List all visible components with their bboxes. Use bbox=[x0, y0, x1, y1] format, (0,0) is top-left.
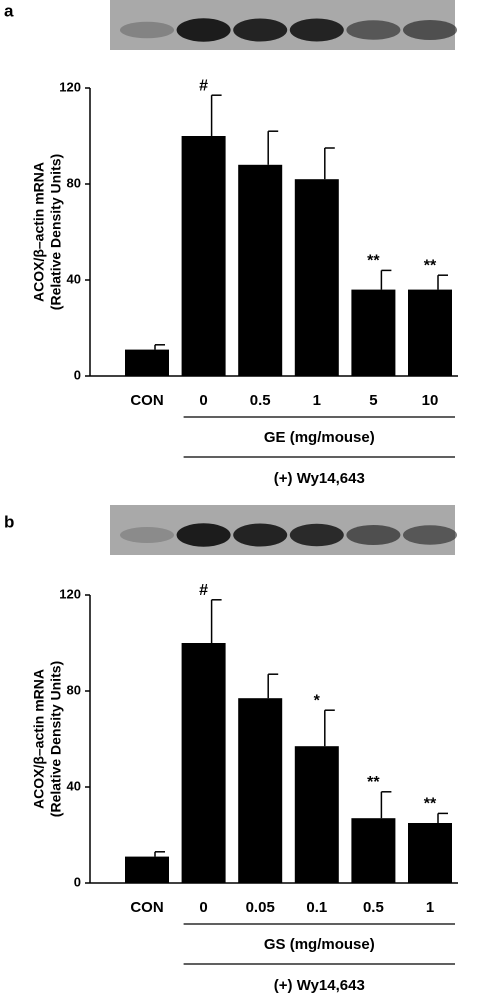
x-tick-label: 0 bbox=[199, 392, 207, 409]
group-label: GS (mg/mouse) bbox=[264, 936, 375, 953]
bar bbox=[294, 746, 339, 883]
significance-marker: ** bbox=[367, 774, 380, 791]
bar bbox=[408, 289, 452, 376]
error-bar bbox=[267, 673, 279, 699]
blot-band bbox=[233, 523, 288, 547]
x-tick-label: 1 bbox=[426, 899, 434, 916]
bar bbox=[351, 818, 396, 883]
error-bar bbox=[324, 709, 335, 747]
blot-band bbox=[346, 20, 401, 40]
panel-label: a bbox=[4, 1, 14, 20]
significance-marker: ** bbox=[424, 257, 437, 274]
y-tick-label: 120 bbox=[59, 79, 81, 94]
x-tick-label: 0.1 bbox=[306, 899, 327, 916]
significance-marker: * bbox=[314, 692, 321, 709]
blot-band bbox=[346, 525, 401, 545]
bar bbox=[408, 823, 452, 883]
group-label: GE (mg/mouse) bbox=[264, 429, 375, 446]
x-tick-label: 0 bbox=[199, 899, 207, 916]
treatment-label: (+) Wy14,643 bbox=[274, 977, 365, 994]
blot-band bbox=[289, 18, 344, 42]
error-bar bbox=[437, 274, 448, 290]
blot-band bbox=[176, 18, 231, 42]
blot-band bbox=[403, 20, 457, 40]
bar bbox=[351, 289, 396, 376]
bar bbox=[238, 164, 283, 376]
bar bbox=[238, 698, 283, 883]
blot-band bbox=[403, 525, 457, 545]
error-bar bbox=[154, 344, 165, 350]
x-tick-label: 0.5 bbox=[250, 392, 271, 409]
error-bar bbox=[380, 791, 392, 819]
error-bar bbox=[210, 599, 222, 643]
error-bar bbox=[380, 269, 392, 290]
significance-marker: # bbox=[199, 582, 208, 599]
y-tick-label: 40 bbox=[67, 778, 81, 793]
y-axis-label: ACOX/β–actin mRNA bbox=[31, 669, 47, 809]
bar bbox=[125, 349, 169, 376]
error-bar bbox=[437, 812, 448, 823]
y-tick-label: 120 bbox=[59, 586, 81, 601]
y-axis-label: (Relative Density Units) bbox=[48, 154, 64, 310]
x-tick-label: 0.05 bbox=[246, 899, 275, 916]
x-tick-label: 5 bbox=[369, 392, 377, 409]
bar bbox=[294, 179, 339, 376]
error-bar bbox=[154, 851, 165, 857]
blot-band bbox=[120, 527, 174, 543]
x-tick-label: CON bbox=[130, 392, 163, 409]
bar bbox=[181, 136, 226, 376]
blot-band bbox=[289, 523, 344, 547]
y-tick-label: 0 bbox=[74, 874, 81, 889]
y-axis-label: ACOX/β–actin mRNA bbox=[31, 162, 47, 302]
error-bar bbox=[267, 130, 279, 165]
bar bbox=[125, 856, 169, 883]
error-bar bbox=[324, 147, 335, 180]
x-tick-label: CON bbox=[130, 899, 163, 916]
y-tick-label: 80 bbox=[67, 175, 81, 190]
y-axis-label: (Relative Density Units) bbox=[48, 661, 64, 817]
blot-band bbox=[233, 18, 288, 42]
x-tick-label: 0.5 bbox=[363, 899, 384, 916]
x-tick-label: 10 bbox=[422, 392, 439, 409]
significance-marker: # bbox=[199, 77, 208, 94]
bar bbox=[181, 643, 226, 883]
error-bar bbox=[210, 94, 222, 136]
treatment-label: (+) Wy14,643 bbox=[274, 470, 365, 487]
significance-marker: ** bbox=[367, 253, 380, 270]
significance-marker: ** bbox=[424, 796, 437, 813]
x-tick-label: 1 bbox=[313, 392, 321, 409]
panel-label: b bbox=[4, 512, 14, 531]
y-tick-label: 40 bbox=[67, 271, 81, 286]
y-tick-label: 0 bbox=[74, 367, 81, 382]
blot-band bbox=[176, 523, 231, 547]
blot-band bbox=[120, 21, 174, 39]
y-tick-label: 80 bbox=[67, 682, 81, 697]
